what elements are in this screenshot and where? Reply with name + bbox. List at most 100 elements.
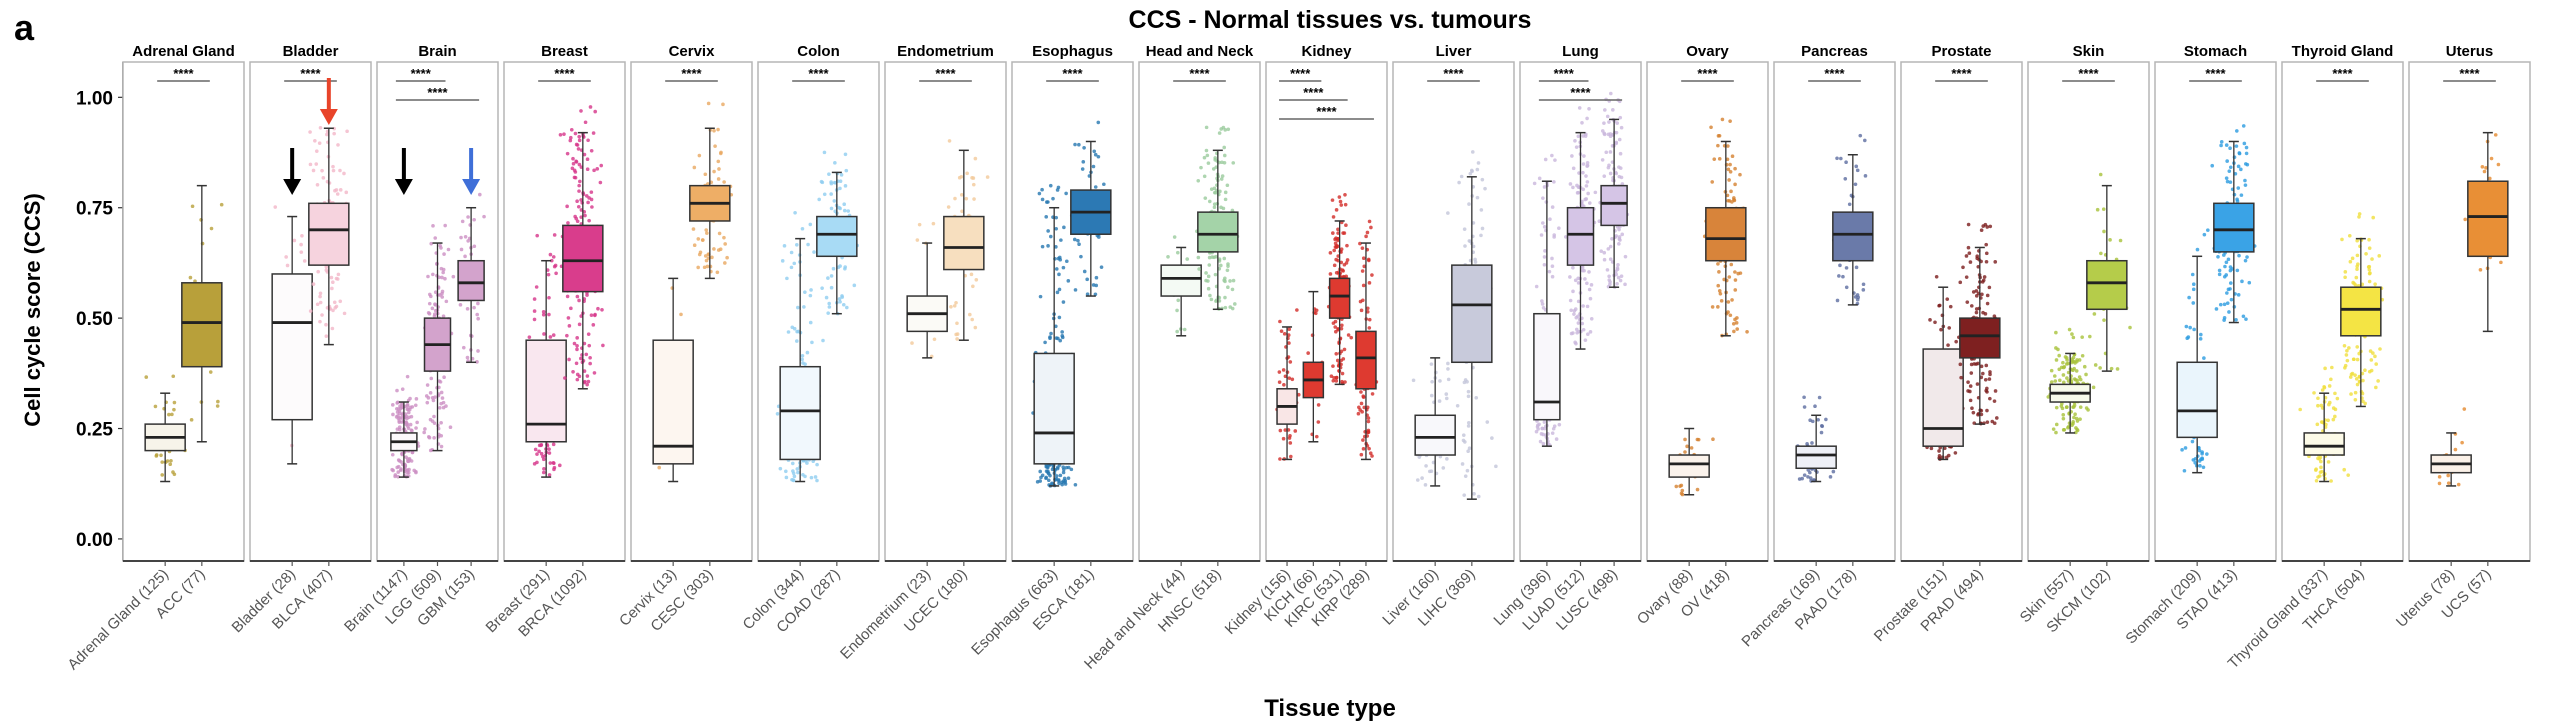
data-point (970, 317, 974, 322)
data-point (1863, 174, 1868, 178)
data-point (1568, 275, 1572, 279)
data-point (2333, 407, 2338, 412)
data-point (692, 165, 697, 170)
data-point (1958, 280, 1963, 285)
data-point (1745, 329, 1749, 334)
data-point (154, 454, 159, 458)
data-point (2320, 388, 2325, 392)
data-point (466, 215, 470, 219)
data-point (1056, 465, 1060, 469)
data-point (1577, 106, 1582, 110)
data-point (1091, 164, 1096, 169)
data-point (1417, 455, 1422, 459)
data-point (1476, 161, 1481, 165)
data-point (1618, 151, 1623, 156)
data-point (1281, 368, 1286, 372)
data-point (1226, 285, 1230, 290)
data-point (215, 404, 220, 408)
data-point (1217, 131, 1222, 135)
data-point (723, 242, 727, 246)
data-point (1214, 165, 1219, 169)
data-point (1841, 274, 1845, 279)
data-point (595, 167, 600, 171)
data-point (1480, 226, 1485, 231)
data-point (1550, 256, 1554, 261)
data-point (809, 288, 813, 292)
data-point (1730, 154, 1735, 159)
data-point (1946, 343, 1950, 347)
data-point (780, 259, 785, 263)
data-point (1339, 260, 1344, 265)
data-point (1358, 241, 1362, 246)
data-point (428, 391, 433, 395)
data-point (572, 168, 577, 173)
data-point (2329, 479, 2333, 483)
data-point (1968, 398, 1973, 403)
data-point (971, 284, 975, 289)
data-point (696, 237, 701, 241)
data-point (1212, 205, 1217, 210)
data-point (1202, 174, 1207, 179)
data-point (2374, 385, 2378, 390)
data-point (431, 224, 435, 228)
data-point (1574, 341, 1578, 346)
data-point (1947, 326, 1952, 330)
data-point (2323, 366, 2327, 371)
data-point (1538, 439, 1543, 444)
data-point (1102, 182, 1106, 187)
data-point (725, 255, 729, 260)
data-point (1364, 234, 1368, 239)
data-point (575, 372, 580, 377)
data-point (1570, 154, 1574, 158)
data-point (2237, 151, 2242, 156)
data-point (1474, 395, 1479, 400)
data-point (2078, 405, 2083, 409)
data-point (1467, 202, 1471, 206)
data-point (391, 468, 395, 473)
data-point (1608, 150, 1613, 154)
data-point (1424, 464, 1428, 468)
box (1959, 317, 2001, 359)
data-point (395, 427, 400, 431)
data-point (431, 272, 435, 277)
data-point (973, 156, 978, 161)
data-point (2064, 356, 2069, 360)
data-point (576, 147, 581, 151)
data-point (1806, 468, 1811, 472)
data-point (1734, 321, 1739, 325)
data-point (1727, 275, 1732, 279)
box (1160, 264, 1202, 297)
data-point (806, 242, 810, 247)
data-point (2236, 293, 2241, 297)
data-point (1995, 416, 1999, 420)
data-point (1065, 259, 1069, 264)
data-point (953, 196, 957, 201)
data-point (1835, 298, 1840, 303)
data-point (679, 312, 683, 317)
data-point (2061, 373, 2066, 377)
box (308, 202, 350, 266)
data-point (1064, 465, 1069, 470)
data-point (582, 152, 587, 157)
data-point (1863, 138, 1867, 143)
data-point (1709, 125, 1713, 130)
data-point (1620, 182, 1625, 186)
data-point (1040, 197, 1045, 202)
data-point (1695, 487, 1700, 492)
data-point (2373, 354, 2377, 359)
data-point (338, 188, 343, 192)
data-point (1361, 394, 1366, 399)
data-point (2368, 349, 2373, 353)
data-point (1572, 312, 1576, 316)
data-point (974, 277, 979, 282)
data-point (439, 444, 444, 449)
data-point (1057, 272, 1061, 277)
data-point (1341, 231, 1345, 235)
data-point (439, 401, 443, 406)
significance-stars: **** (2078, 66, 2099, 81)
data-point (2355, 238, 2359, 243)
box (1328, 277, 1351, 319)
data-point (1810, 441, 1814, 445)
